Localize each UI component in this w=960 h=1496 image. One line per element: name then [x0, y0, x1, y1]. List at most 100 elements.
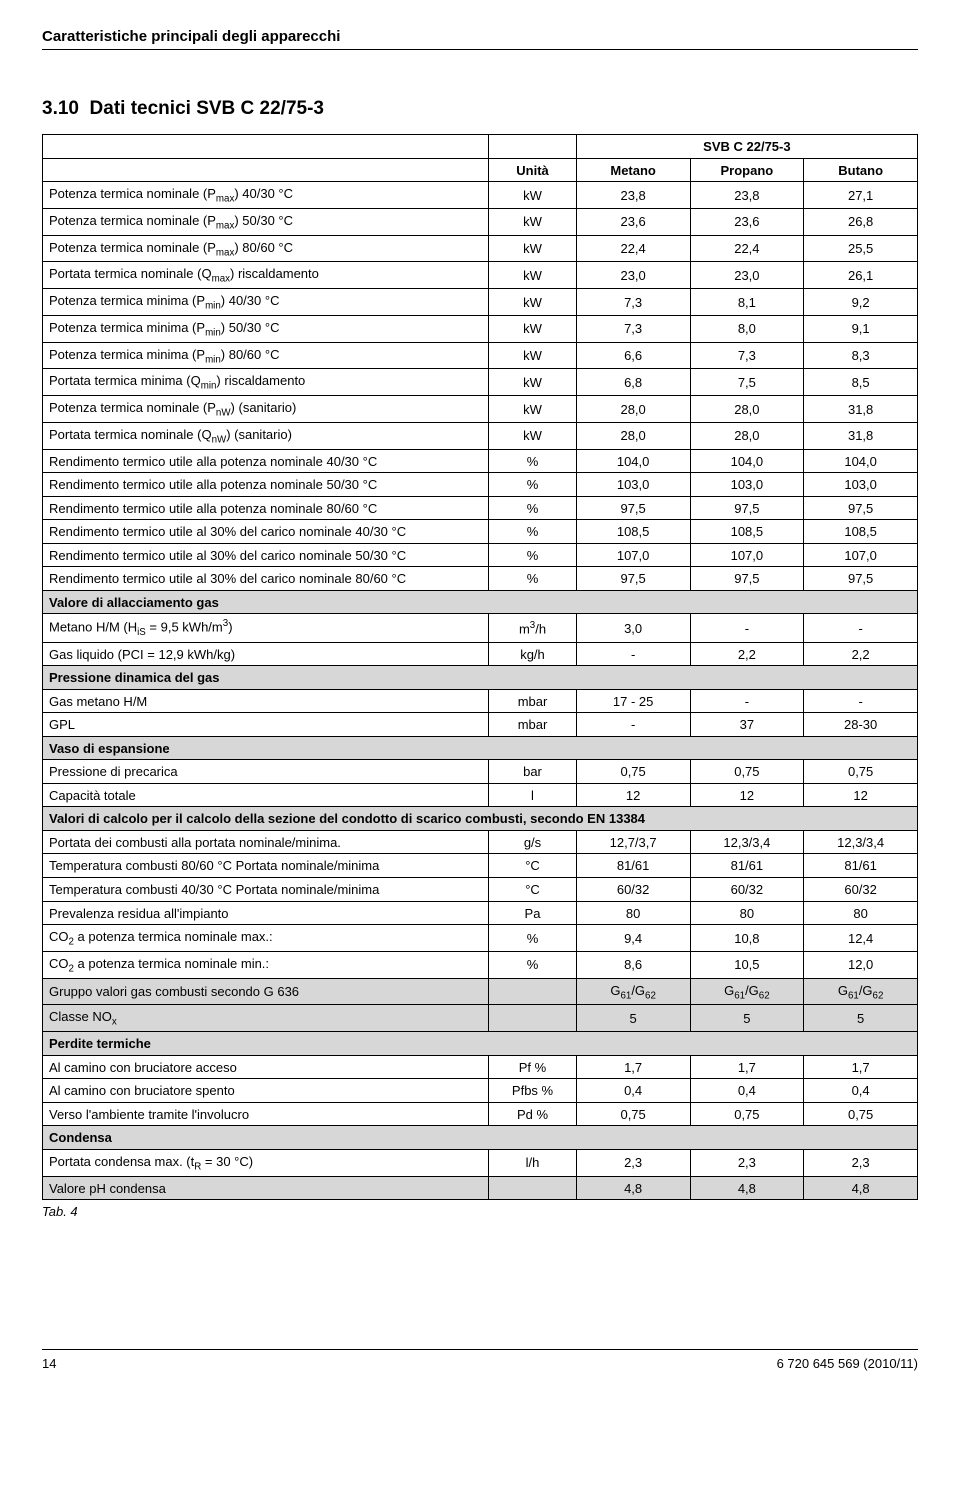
- head-blank: [43, 158, 489, 182]
- row-value: -: [576, 642, 690, 666]
- row-label: CO2 a potenza termica nominale min.:: [43, 951, 489, 978]
- row-value: 0,4: [576, 1079, 690, 1103]
- row-value: 103,0: [576, 473, 690, 497]
- row-value: 1,7: [576, 1055, 690, 1079]
- page-header: Caratteristiche principali degli apparec…: [42, 28, 918, 50]
- row-value: 12,0: [804, 951, 918, 978]
- row-unit: kW: [489, 182, 577, 209]
- table-caption: Tab. 4: [42, 1204, 918, 1219]
- row-unit: l/h: [489, 1149, 577, 1176]
- row-label: Potenza termica minima (Pmin) 80/60 °C: [43, 342, 489, 369]
- row-value: 9,1: [804, 315, 918, 342]
- row-value: 97,5: [576, 567, 690, 591]
- row-label: Al camino con bruciatore spento: [43, 1079, 489, 1103]
- row-unit: Pa: [489, 901, 577, 925]
- row-value: 2,2: [804, 642, 918, 666]
- row-value: 80: [690, 901, 804, 925]
- row-label: Portata termica nominale (Qmax) riscalda…: [43, 262, 489, 289]
- page-number: 14: [42, 1356, 56, 1371]
- row-value: 5: [690, 1005, 804, 1032]
- row-value: 2,3: [804, 1149, 918, 1176]
- row-unit: %: [489, 496, 577, 520]
- column-header: Propano: [690, 158, 804, 182]
- row-unit: bar: [489, 760, 577, 784]
- row-value: 6,8: [576, 369, 690, 396]
- row-value: 97,5: [690, 496, 804, 520]
- row-value: 80: [576, 901, 690, 925]
- row-label: Rendimento termico utile al 30% del cari…: [43, 567, 489, 591]
- row-value: 12,7/3,7: [576, 830, 690, 854]
- row-unit: mbar: [489, 689, 577, 713]
- row-value: 8,6: [576, 951, 690, 978]
- page-footer: 14 6 720 645 569 (2010/11): [42, 1349, 918, 1371]
- row-label: Rendimento termico utile al 30% del cari…: [43, 543, 489, 567]
- section-row: Valore di allacciamento gas: [43, 590, 918, 614]
- spec-table: SVB C 22/75-3 UnitàMetanoPropanoButanoPo…: [42, 134, 918, 1200]
- row-label: Portata condensa max. (tR = 30 °C): [43, 1149, 489, 1176]
- row-value: 97,5: [804, 496, 918, 520]
- model-header: SVB C 22/75-3: [576, 135, 917, 159]
- doc-code: 6 720 645 569 (2010/11): [777, 1356, 918, 1371]
- row-label: Potenza termica minima (Pmin) 40/30 °C: [43, 289, 489, 316]
- row-value: 2,3: [576, 1149, 690, 1176]
- row-value: 0,75: [690, 1102, 804, 1126]
- row-unit: %: [489, 543, 577, 567]
- row-value: 23,0: [690, 262, 804, 289]
- row-value: 0,75: [690, 760, 804, 784]
- row-unit: kW: [489, 396, 577, 423]
- row-value: 108,5: [804, 520, 918, 544]
- section-row: Valori di calcolo per il calcolo della s…: [43, 807, 918, 831]
- row-value: 60/32: [576, 877, 690, 901]
- row-unit: kW: [489, 262, 577, 289]
- row-value: 60/32: [690, 877, 804, 901]
- row-value: 12,3/3,4: [690, 830, 804, 854]
- row-value: 81/61: [804, 854, 918, 878]
- row-label: Portata termica nominale (QnW) (sanitari…: [43, 422, 489, 449]
- row-value: 2,3: [690, 1149, 804, 1176]
- row-unit: %: [489, 951, 577, 978]
- row-value: -: [804, 689, 918, 713]
- row-value: -: [690, 689, 804, 713]
- row-value: 37: [690, 713, 804, 737]
- row-label: Metano H/M (HiS = 9,5 kWh/m3): [43, 614, 489, 642]
- row-value: 103,0: [690, 473, 804, 497]
- row-unit: Pd %: [489, 1102, 577, 1126]
- row-value: 9,4: [576, 925, 690, 952]
- row-value: 22,4: [576, 235, 690, 262]
- row-value: 8,3: [804, 342, 918, 369]
- section-row: Perdite termiche: [43, 1032, 918, 1056]
- row-unit: %: [489, 925, 577, 952]
- row-value: 104,0: [690, 449, 804, 473]
- row-unit: Pf %: [489, 1055, 577, 1079]
- row-value: 23,6: [690, 208, 804, 235]
- row-unit: Pfbs %: [489, 1079, 577, 1103]
- row-value: 23,8: [690, 182, 804, 209]
- row-value: 12: [690, 783, 804, 807]
- row-value: 97,5: [804, 567, 918, 591]
- row-label: Portata dei combusti alla portata nomina…: [43, 830, 489, 854]
- row-unit: %: [489, 567, 577, 591]
- row-value: G61/G62: [690, 978, 804, 1005]
- row-value: 10,5: [690, 951, 804, 978]
- row-value: 4,8: [804, 1176, 918, 1200]
- row-value: 5: [804, 1005, 918, 1032]
- row-unit: kW: [489, 369, 577, 396]
- row-value: 0,75: [576, 1102, 690, 1126]
- row-value: 9,2: [804, 289, 918, 316]
- row-value: 12: [576, 783, 690, 807]
- row-value: 0,75: [576, 760, 690, 784]
- row-label: Capacità totale: [43, 783, 489, 807]
- row-label: Classe NOx: [43, 1005, 489, 1032]
- row-label: GPL: [43, 713, 489, 737]
- row-value: 7,3: [576, 289, 690, 316]
- column-header: Metano: [576, 158, 690, 182]
- row-unit: %: [489, 520, 577, 544]
- row-unit: °C: [489, 854, 577, 878]
- row-value: 28,0: [576, 422, 690, 449]
- row-value: 0,75: [804, 1102, 918, 1126]
- row-value: 25,5: [804, 235, 918, 262]
- row-value: G61/G62: [576, 978, 690, 1005]
- column-header: Unità: [489, 158, 577, 182]
- row-unit: [489, 1176, 577, 1200]
- row-value: 81/61: [690, 854, 804, 878]
